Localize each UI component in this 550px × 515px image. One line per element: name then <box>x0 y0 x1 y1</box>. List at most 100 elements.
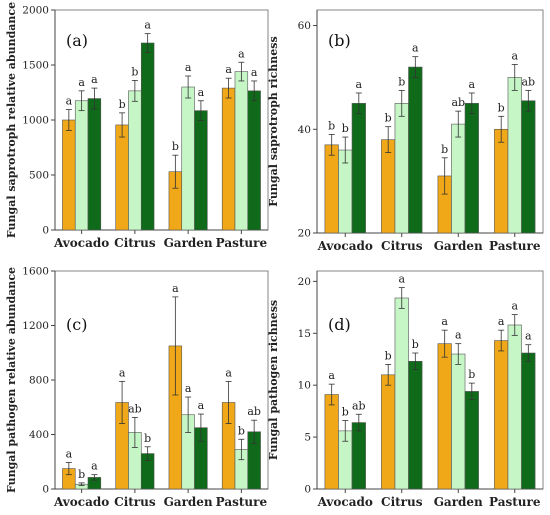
significance-letter: b <box>468 368 475 381</box>
significance-letter: a <box>238 47 245 60</box>
bar <box>394 297 409 490</box>
bar <box>87 98 102 231</box>
bar <box>437 343 452 490</box>
significance-letter: ab <box>352 399 366 412</box>
chart-panel-4: 0 5 10 15 20 Fungal pathogen richness (d) Avoca… <box>267 270 544 509</box>
bar <box>324 394 339 490</box>
significance-letter: b <box>172 140 179 153</box>
bar <box>507 324 522 490</box>
y-axis-title: Fungal pathogen relative abundance <box>5 267 18 493</box>
y-tick-label: 5 <box>304 432 311 444</box>
significance-letter: a <box>498 315 505 328</box>
bar <box>507 77 522 234</box>
x-tick-label: Pasture <box>489 495 541 509</box>
chart-panel-3: 0 400 800 1200 1600 Fungal pathogen relative … <box>5 266 269 509</box>
significance-letter: a <box>225 63 232 76</box>
significance-letter: a <box>225 366 232 379</box>
y-tick-label: 1200 <box>22 320 49 332</box>
significance-letter: b <box>78 468 85 481</box>
bar <box>221 87 236 231</box>
x-tick-label: Pasture <box>216 236 268 250</box>
y-tick-label: 0 <box>42 484 49 496</box>
significance-letter: ab <box>522 75 536 88</box>
significance-letter: b <box>441 143 448 156</box>
significance-letter: a <box>78 76 85 89</box>
y-axis-title: Fungal saprotroph relative abundance <box>5 2 18 238</box>
bar <box>408 361 423 490</box>
bar <box>381 139 396 234</box>
significance-letter: a <box>66 95 73 108</box>
significance-letter: ab <box>128 402 142 415</box>
significance-letter: a <box>511 300 518 313</box>
x-tick-label: Garden <box>164 495 213 509</box>
y-tick-label: 20 <box>298 228 311 240</box>
y-axis-title: Fungal saprotroph richness <box>267 36 280 206</box>
panel-tag: (a) <box>66 31 88 50</box>
y-tick-label: 500 <box>29 170 49 182</box>
bar <box>351 422 366 490</box>
significance-letter: a <box>185 61 192 74</box>
y-tick-label: 0 <box>304 484 311 496</box>
significance-letter: b <box>144 432 151 445</box>
x-tick-label: Avocado <box>317 495 373 509</box>
y-axis-title: Fungal pathogen richness <box>267 300 280 460</box>
bar <box>521 352 536 490</box>
bar <box>115 124 129 231</box>
significance-letter: a <box>66 447 73 460</box>
significance-letter: b <box>398 75 405 88</box>
y-tick-label: 60 <box>298 20 311 32</box>
bar <box>394 103 409 234</box>
bar <box>451 123 466 234</box>
y-tick-label: 1600 <box>22 266 49 278</box>
bar <box>62 119 76 231</box>
significance-letter: a <box>511 49 518 62</box>
bar <box>351 103 366 234</box>
x-tick-label: Citrus <box>114 236 156 250</box>
significance-letter: b <box>342 122 349 135</box>
significance-letter: a <box>525 330 532 343</box>
bar <box>194 110 208 231</box>
significance-letter: b <box>238 424 245 437</box>
x-tick-label: Pasture <box>216 495 268 509</box>
bar <box>247 90 261 231</box>
significance-letter: a <box>356 78 363 91</box>
bar <box>181 86 195 231</box>
significance-letter: ab <box>247 405 261 418</box>
x-tick-label: Avocado <box>53 495 109 509</box>
bar <box>381 374 396 490</box>
significance-letter: a <box>455 329 462 342</box>
y-tick-label: 400 <box>29 429 49 441</box>
significance-letter: a <box>185 382 192 395</box>
significance-letter: ab <box>451 96 465 109</box>
chart-panel-1: 0 500 1000 1500 2000 Fungal saprotroph relati… <box>5 2 269 250</box>
bar <box>324 144 339 234</box>
significance-letter: b <box>328 119 335 132</box>
x-tick-label: Citrus <box>114 495 156 509</box>
significance-letter: a <box>172 282 179 295</box>
y-tick-label: 15 <box>298 328 311 340</box>
y-tick-label: 40 <box>298 124 311 136</box>
y-tick-label: 0 <box>42 225 49 237</box>
significance-letter: a <box>198 399 205 412</box>
significance-letter: a <box>469 78 476 91</box>
bar <box>408 66 423 234</box>
bar <box>464 391 479 490</box>
y-tick-label: 2000 <box>22 5 49 17</box>
significance-letter: b <box>385 112 392 125</box>
significance-letter: a <box>119 366 126 379</box>
significance-letter: b <box>342 405 349 418</box>
x-tick-label: Avocado <box>53 236 109 250</box>
significance-letter: a <box>412 42 419 55</box>
significance-letter: a <box>91 73 98 86</box>
x-tick-label: Citrus <box>381 239 423 253</box>
y-tick-label: 20 <box>298 276 311 288</box>
significance-letter: b <box>119 98 126 111</box>
significance-letter: a <box>198 86 205 99</box>
significance-letter: b <box>412 338 419 351</box>
bar <box>464 103 479 234</box>
bar <box>494 128 509 234</box>
bar <box>521 100 536 234</box>
significance-letter: a <box>144 19 151 32</box>
y-tick-label: 800 <box>29 375 49 387</box>
